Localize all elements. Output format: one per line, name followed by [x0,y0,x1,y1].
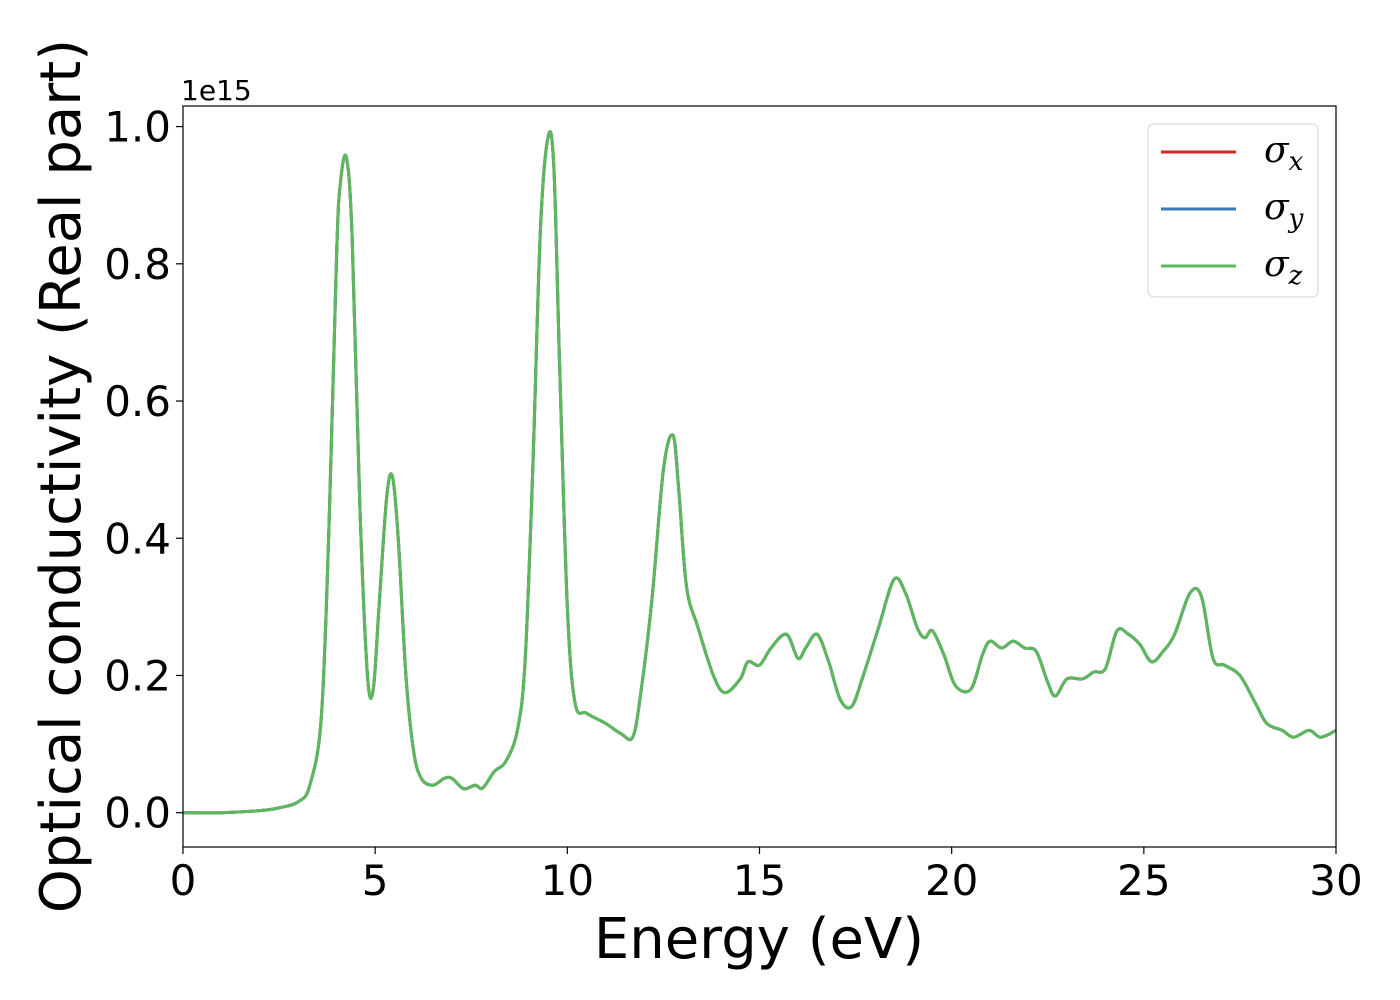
y-tick-label: 0.4 [104,514,171,563]
x-tick-label: 0 [170,856,197,905]
y-tick-label: 0.8 [104,240,171,289]
x-axis-title: Energy (eV) [594,907,924,972]
legend: σx σy σz [1147,123,1319,298]
y-tick-label: 0.6 [104,377,171,426]
y-tick-label: 0.2 [104,651,171,700]
x-tick-label: 5 [362,856,389,905]
x-tick-label: 20 [925,856,978,905]
series-line-σz [183,130,1336,815]
x-tick-label: 15 [733,856,786,905]
plot-lines [183,130,1336,815]
x-axis: 0 5 10 15 20 25 30 [170,847,1363,905]
y-tick-label: 0.0 [104,789,171,838]
y-axis-title: Optical conductivity (Real part) [29,39,94,913]
x-tick-label: 25 [1117,856,1170,905]
legend-label-z: σz [1264,244,1303,291]
y-tick-label: 1.0 [104,103,171,152]
legend-label-y: σy [1264,187,1304,234]
y-offset-label: 1e15 [181,74,252,107]
y-axis: 0.0 0.2 0.4 0.6 0.8 1.0 [104,103,183,838]
legend-label-x: σx [1264,130,1304,177]
x-tick-label: 30 [1309,856,1362,905]
x-tick-label: 10 [541,856,594,905]
